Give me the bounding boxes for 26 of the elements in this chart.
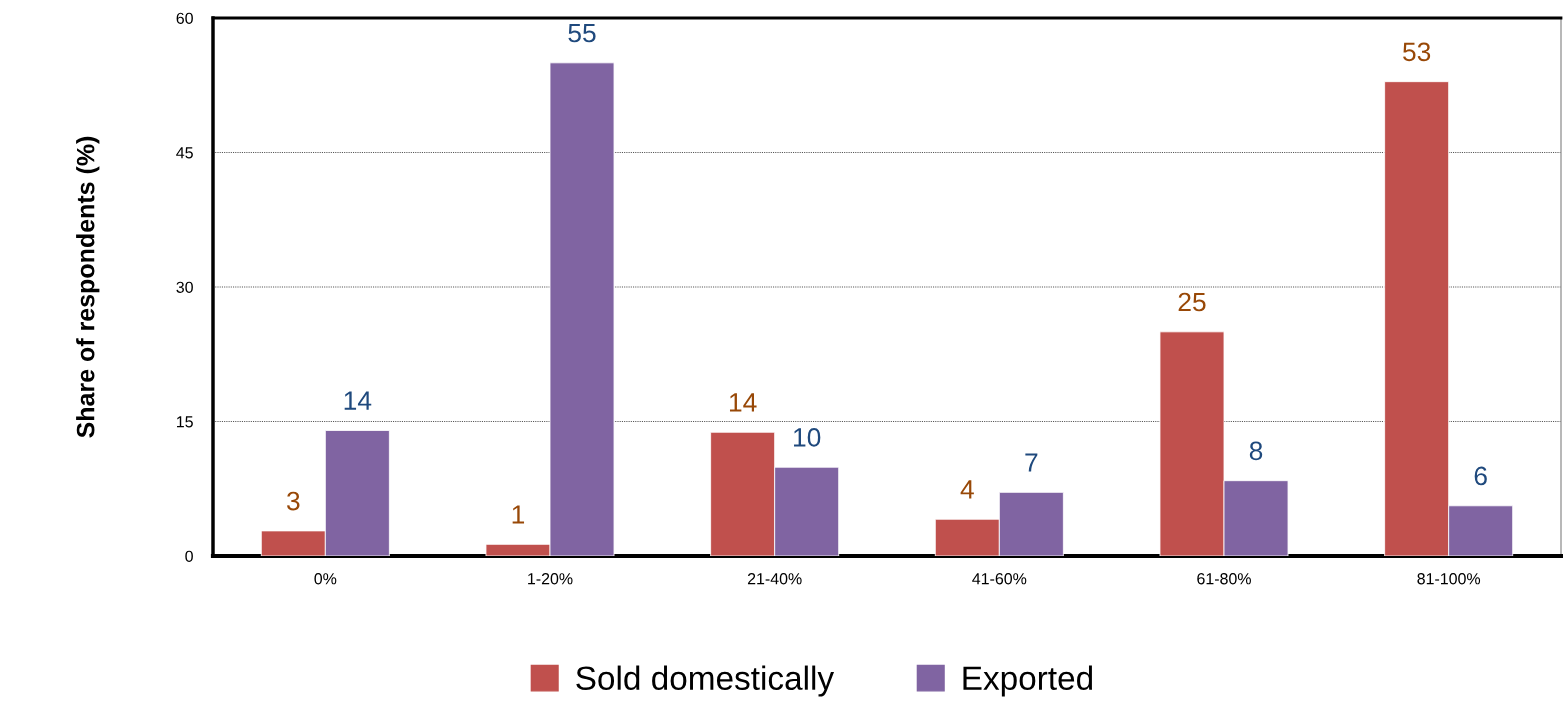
legend-label: Sold domestically <box>576 665 835 697</box>
x-tick-label: 0% <box>314 573 337 585</box>
data-label: 3 <box>286 491 300 511</box>
data-label: 14 <box>344 391 372 410</box>
data-label: 53 <box>1403 42 1431 62</box>
y-tick-label: 30 <box>176 281 193 293</box>
data-label: 8 <box>1249 441 1263 461</box>
x-tick-label: 61-80% <box>1197 573 1251 585</box>
x-tick-label: 41-60% <box>972 573 1027 585</box>
y-tick-label: 60 <box>176 12 193 24</box>
y-tick-label: 15 <box>177 416 193 428</box>
data-label: 6 <box>1474 466 1487 486</box>
x-tick-label: 21-40% <box>747 573 802 585</box>
data-label: 10 <box>794 428 821 447</box>
x-tick-label: 1-20% <box>528 573 573 585</box>
y-axis-title: Share of respondents (%) <box>76 136 100 438</box>
x-tick-label: 81-100% <box>1417 573 1481 585</box>
data-label: 4 <box>960 480 974 499</box>
y-tick-label: 45 <box>176 147 193 159</box>
data-label: 25 <box>1178 292 1206 312</box>
y-tick-label: 0 <box>185 550 193 562</box>
data-label: 14 <box>729 393 757 412</box>
data-label: 1 <box>512 505 525 524</box>
data-label: 7 <box>1025 453 1038 472</box>
legend-label: Exported <box>963 665 1093 697</box>
data-label: 55 <box>568 23 596 43</box>
